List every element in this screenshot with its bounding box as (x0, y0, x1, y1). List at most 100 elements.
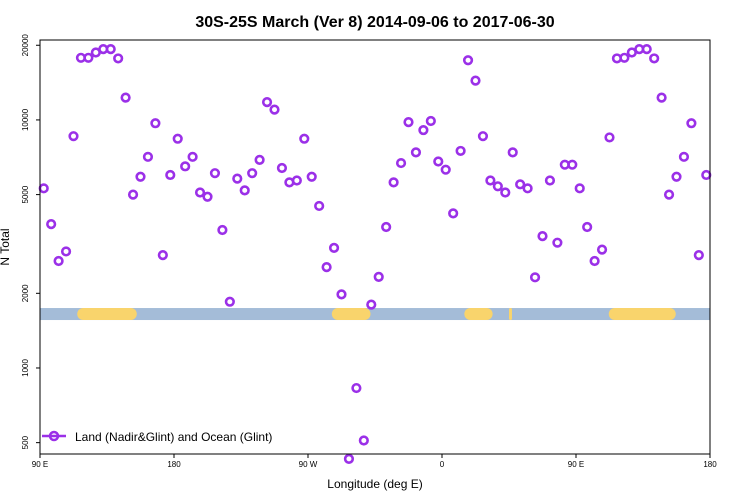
plot-frame (39, 39, 711, 455)
x-axis-label: Longitude (deg E) (327, 477, 422, 491)
data-point (247, 168, 258, 179)
data-point (113, 53, 124, 64)
data-point (209, 168, 221, 179)
data-point (105, 43, 116, 55)
data-point (254, 154, 265, 166)
data-point (462, 55, 474, 66)
data-point (232, 173, 243, 184)
legend-label: Land (Nadir&Glint) and Ocean (Glint) (75, 430, 272, 444)
data-point (433, 156, 444, 167)
y-tick-label: 10000 (21, 108, 30, 131)
data-point (314, 200, 325, 212)
data-point (306, 171, 317, 182)
data-point (448, 208, 459, 219)
x-axis: 90 E 180 90 W 0 90 E 180 (32, 454, 717, 469)
band-land-segment (77, 308, 137, 321)
band-land-segment (608, 308, 676, 321)
data-point (83, 52, 94, 63)
data-point (261, 96, 273, 108)
data-point (589, 255, 600, 267)
x-tick-label: 0 (440, 460, 445, 469)
data-point (395, 157, 407, 169)
data-point (537, 231, 548, 242)
data-point (388, 177, 399, 188)
data-point (373, 271, 384, 282)
data-point (187, 151, 198, 162)
data-point (351, 382, 362, 394)
data-point (291, 175, 302, 186)
data-point (410, 147, 422, 158)
data-point (656, 92, 667, 103)
data-point (403, 117, 414, 128)
data-point (328, 242, 340, 253)
data-point (68, 131, 79, 142)
y-axis: 500 1000 2000 5000 10000 20000 (21, 34, 40, 449)
data-point (649, 53, 660, 64)
data-point (455, 145, 466, 157)
data-point (150, 118, 161, 129)
data-point (663, 189, 675, 200)
data-point (693, 250, 704, 261)
data-point (507, 147, 518, 158)
y-axis-label: N Total (0, 228, 12, 265)
data-point (522, 183, 533, 194)
data-point (120, 92, 131, 103)
data-point (529, 272, 541, 283)
data-point (582, 221, 593, 233)
data-point (194, 187, 206, 198)
data-point (172, 133, 183, 144)
legend-marker (48, 430, 60, 442)
data-point (619, 52, 630, 63)
coverage-band (40, 308, 710, 321)
data-point (686, 118, 697, 129)
data-point (544, 175, 556, 186)
data-point (425, 115, 436, 127)
data-point (485, 175, 496, 186)
y-tick-label: 500 (21, 435, 30, 449)
data-points (38, 43, 712, 464)
data-point (157, 250, 168, 261)
x-tick-label: 90 W (299, 460, 318, 469)
data-point (217, 224, 228, 236)
data-point (142, 151, 154, 162)
data-point (440, 164, 451, 175)
data-point (269, 104, 280, 115)
data-point (641, 43, 652, 55)
data-point (180, 161, 191, 172)
data-point (276, 162, 288, 174)
data-point (515, 179, 526, 190)
band-land-segment (509, 308, 512, 321)
data-point (477, 131, 489, 142)
data-point (321, 262, 332, 273)
data-point (470, 75, 481, 86)
data-point (604, 132, 615, 143)
data-point (671, 171, 682, 182)
y-tick-label: 20000 (21, 34, 30, 57)
x-tick-label: 180 (167, 460, 181, 469)
data-point (366, 299, 377, 310)
data-point (336, 289, 347, 300)
data-point (343, 453, 355, 464)
chart-title: 30S-25S March (Ver 8) 2014-09-06 to 2017… (195, 14, 554, 31)
band-ocean (40, 308, 710, 321)
data-point (418, 124, 429, 136)
x-tick-label: 90 E (568, 460, 584, 469)
band-land-segment (464, 308, 493, 321)
data-point (552, 237, 563, 248)
data-point (574, 183, 585, 194)
y-tick-label: 1000 (21, 359, 30, 377)
data-point (358, 435, 369, 446)
legend: Land (Nadir&Glint) and Ocean (Glint) (42, 430, 272, 444)
data-point (224, 296, 235, 307)
data-point (53, 255, 64, 267)
data-point (299, 133, 310, 144)
data-point (596, 244, 608, 255)
data-point (678, 151, 690, 162)
y-tick-label: 5000 (21, 185, 30, 203)
y-tick-label: 2000 (21, 284, 30, 302)
data-point (202, 191, 213, 202)
band-land-segment (331, 308, 371, 321)
data-point (500, 187, 511, 198)
